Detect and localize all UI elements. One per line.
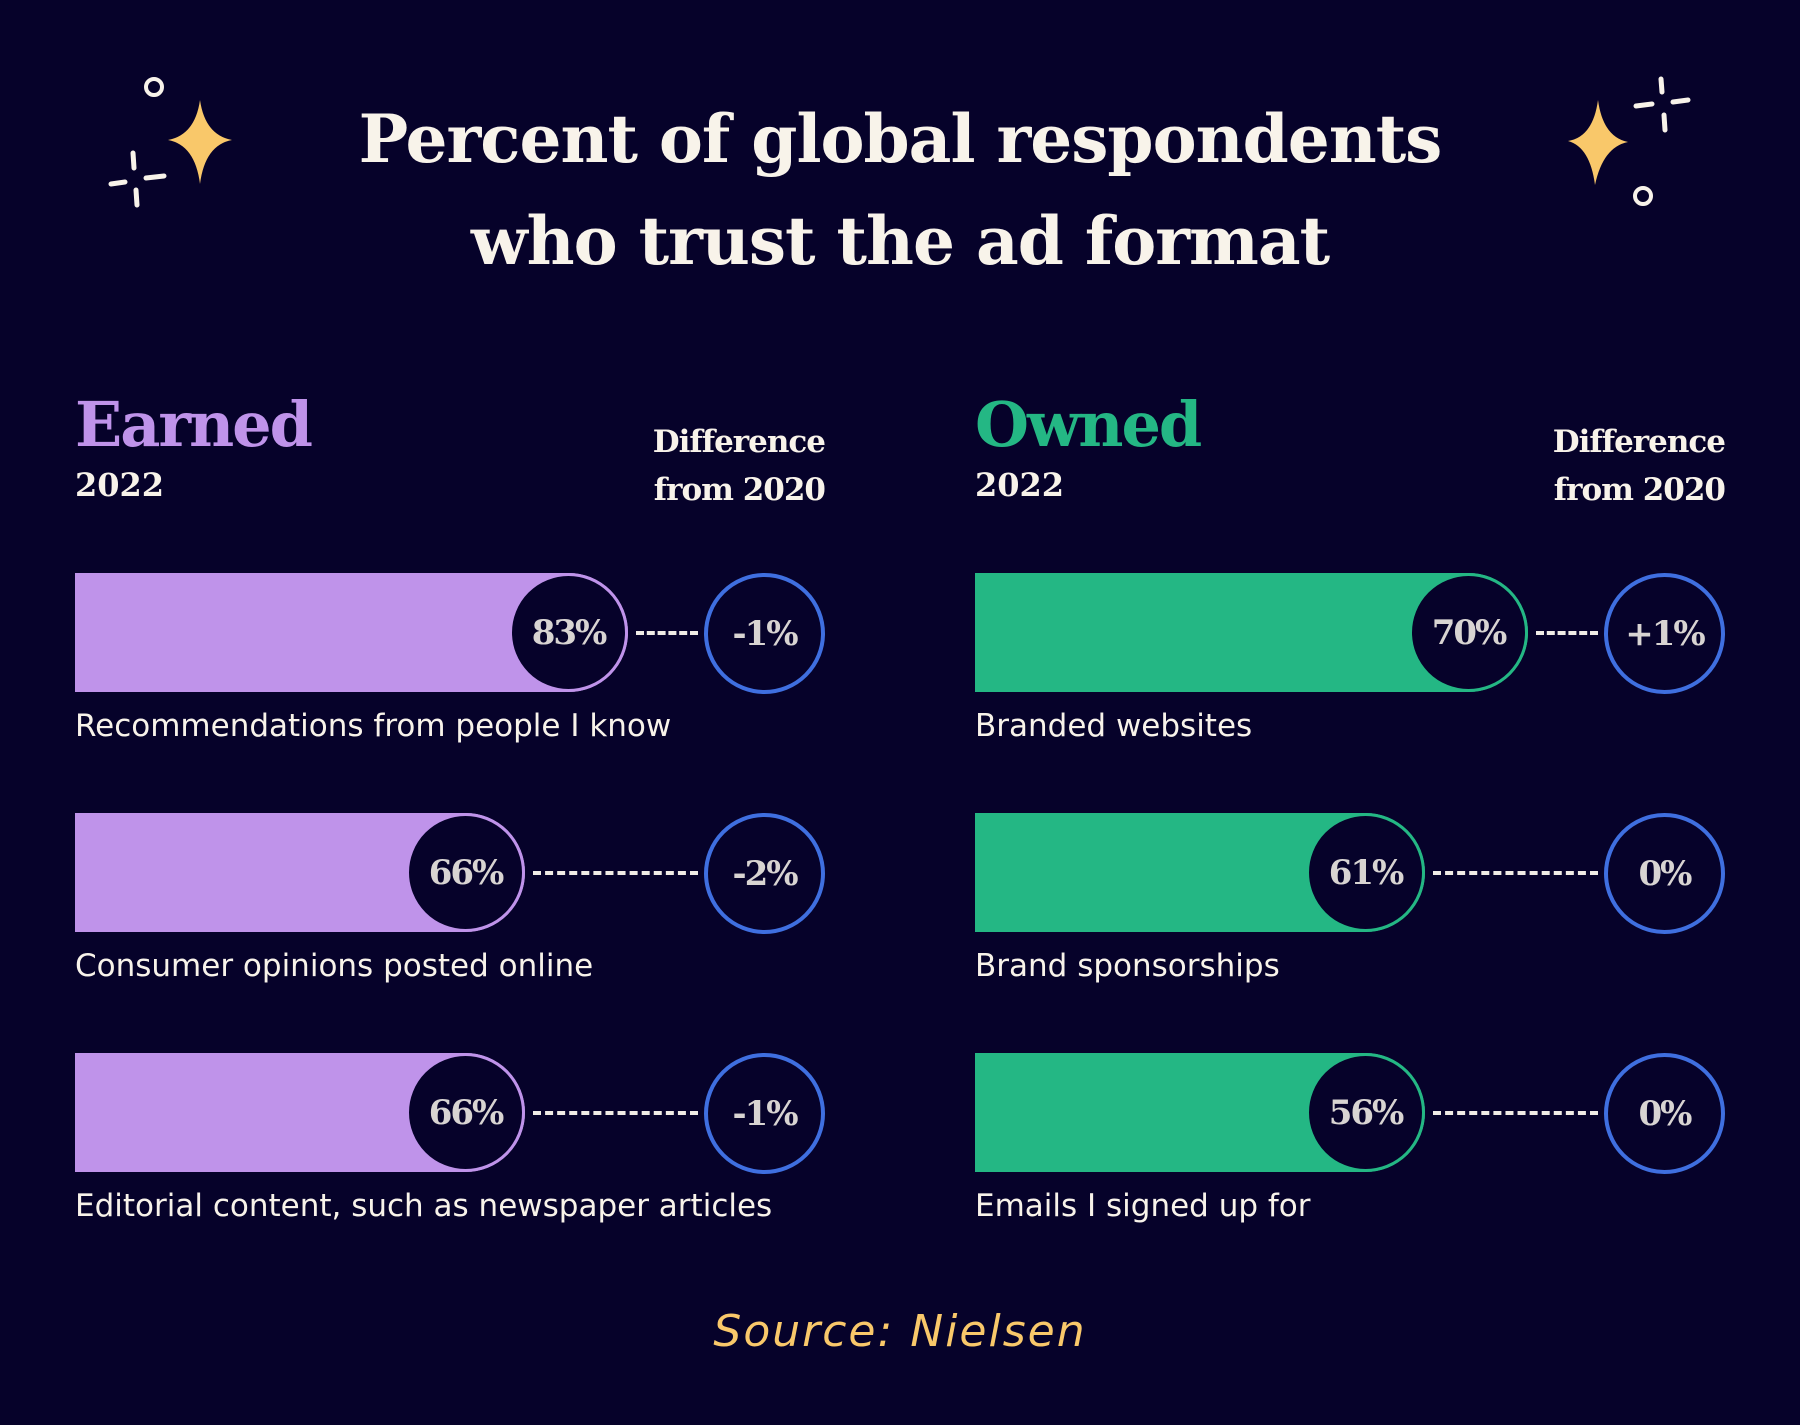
section-year: 2022 <box>975 466 1065 504</box>
bar-row: 66% -2% Consumer opinions posted online <box>75 813 825 993</box>
difference-header: Difference from 2020 <box>1552 418 1726 514</box>
dashed-connector <box>1536 631 1598 635</box>
value-label: 61% <box>1306 813 1425 932</box>
bar-row: 61% 0% Brand sponsorships <box>975 813 1725 993</box>
difference-label: +1% <box>1604 573 1725 694</box>
category-label: Consumer opinions posted online <box>75 948 594 984</box>
twinkle-cross-icon <box>1633 76 1691 133</box>
dashed-connector <box>1433 1111 1598 1115</box>
difference-label: -1% <box>704 1053 825 1174</box>
category-label: Branded websites <box>975 708 1253 744</box>
sparkle-star-icon <box>1568 100 1628 185</box>
value-label: 70% <box>1409 573 1528 692</box>
value-label: 56% <box>1306 1053 1425 1172</box>
earned-section: Earned 2022 Difference from 2020 83% -1% R… <box>75 0 826 1300</box>
twinkle-cross-icon <box>108 150 167 208</box>
dashed-connector <box>533 1111 698 1115</box>
difference-label: 0% <box>1604 1053 1725 1174</box>
difference-header-line2: from 2020 <box>653 472 826 508</box>
bar-row: 83% -1% Recommendations from people I know <box>75 573 825 753</box>
difference-label: -1% <box>704 573 825 694</box>
difference-label: 0% <box>1604 813 1725 934</box>
value-label: 83% <box>509 573 628 692</box>
difference-header-line2: from 2020 <box>1553 472 1726 508</box>
difference-header-line1: Difference <box>1552 424 1726 460</box>
section-title: Owned <box>975 388 1202 461</box>
ring-icon <box>144 77 164 97</box>
section-year: 2022 <box>75 466 165 504</box>
difference-header: Difference from 2020 <box>652 418 826 514</box>
bar-row: 66% -1% Editorial content, such as newspap… <box>75 1053 825 1233</box>
value-label: 66% <box>406 1053 525 1172</box>
decorations <box>108 76 1691 208</box>
category-label: Emails I signed up for <box>975 1188 1311 1224</box>
section-title: Earned <box>75 388 313 461</box>
category-label: Recommendations from people I know <box>75 708 672 744</box>
chart-title: Percent of global respondents who trust … <box>0 88 1800 292</box>
chart-title-line2: who trust the ad format <box>470 202 1330 280</box>
bar-row: 56% 0% Emails I signed up for <box>975 1053 1725 1233</box>
ring-icon <box>1633 186 1653 206</box>
bar-row: 70% +1% Branded websites <box>975 573 1725 753</box>
sparkle-star-icon <box>168 100 232 184</box>
dashed-connector <box>1433 871 1598 875</box>
owned-section: Owned 2022 Difference from 2020 70% +1% Br… <box>975 0 1726 1300</box>
category-label: Editorial content, such as newspaper art… <box>75 1188 773 1224</box>
dashed-connector <box>636 631 698 635</box>
dashed-connector <box>533 871 698 875</box>
source-note: Source: Nielsen <box>713 1306 1087 1357</box>
difference-header-line1: Difference <box>652 424 826 460</box>
category-label: Brand sponsorships <box>975 948 1280 984</box>
value-label: 66% <box>406 813 525 932</box>
chart-title-line1: Percent of global respondents <box>358 100 1443 178</box>
difference-label: -2% <box>704 813 825 934</box>
